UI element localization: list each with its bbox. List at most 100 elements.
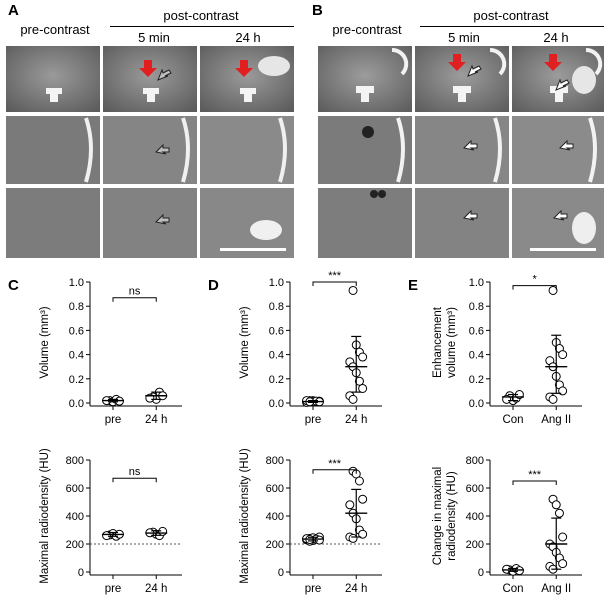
y-tick-label: 800 <box>466 455 484 467</box>
y-axis-label: Maximal radiodensity (HU) <box>239 448 251 584</box>
significance-label: ns <box>129 286 141 298</box>
data-point <box>551 500 561 510</box>
vertebra-shape <box>46 88 62 102</box>
rib-shape <box>489 47 507 76</box>
ct-b-r2-pre <box>318 116 412 184</box>
panel-label-a: A <box>8 2 19 19</box>
ct-b-r1-5min <box>415 46 509 112</box>
significance-bracket <box>112 297 157 302</box>
significance-label: *** <box>528 469 542 481</box>
y-tick-label: 0.6 <box>469 325 484 337</box>
panel-label-e: E <box>408 277 419 294</box>
rib-shape <box>588 117 597 183</box>
panel-b-5min-header: 5 min <box>448 30 480 45</box>
y-tick-label: 200 <box>66 539 84 551</box>
y-tick-label: 200 <box>466 539 484 551</box>
ct-a-r3-pre <box>6 188 100 258</box>
rib-shape <box>181 117 190 183</box>
ct-a-r1-pre <box>6 46 100 112</box>
y-tick-label: 400 <box>266 511 284 523</box>
panel-b-ct-grid <box>318 46 604 258</box>
y-tick-label: 0.8 <box>269 301 284 313</box>
data-point <box>358 529 368 539</box>
x-tick-label: Con <box>502 414 523 426</box>
vertebra-shape <box>453 86 471 102</box>
ct-a-r3-24h <box>200 188 294 258</box>
x-tick-label: pre <box>105 414 122 426</box>
vertebra-shape <box>240 88 256 102</box>
x-tick-label: pre <box>305 583 322 595</box>
significance-label: ns <box>129 466 141 478</box>
ct-a-r3-5min <box>103 188 197 258</box>
data-point <box>358 352 368 362</box>
air-pocket <box>378 190 386 198</box>
y-tick-label: 0.2 <box>69 374 84 386</box>
significance-label: * <box>532 274 537 286</box>
significance-bracket <box>112 477 157 483</box>
gray-arrow-icon <box>157 68 172 81</box>
panel-a-ct-grid <box>6 46 294 258</box>
y-axis-label: Maximal radiodensity (HU) <box>39 448 51 584</box>
y-tick-label: 800 <box>66 455 84 467</box>
significance-bracket <box>312 281 357 286</box>
x-tick-label: pre <box>105 583 122 595</box>
ct-b-r1-pre <box>318 46 412 112</box>
data-point <box>558 532 568 542</box>
ct-b-r3-pre <box>318 188 412 258</box>
data-point <box>348 285 358 295</box>
rib-shape <box>391 47 409 76</box>
gray-arrow-icon <box>154 143 170 155</box>
ct-b-r2-24h <box>512 116 604 184</box>
y-tick-label: 600 <box>266 483 284 495</box>
enhanced-organ <box>572 66 596 94</box>
y-tick-label: 0.8 <box>469 301 484 313</box>
panel-a-header-rule <box>110 26 294 27</box>
scale-bar <box>220 248 286 251</box>
white-arrow-icon <box>555 78 570 91</box>
vertebra-shape <box>143 88 159 102</box>
x-tick-label: 24 h <box>145 583 167 595</box>
panel-b-pre-contrast-header: pre-contrast <box>332 22 402 37</box>
red-arrow-icon <box>448 54 466 71</box>
significance-label: *** <box>328 270 342 282</box>
panel-a-pre-contrast-header: pre-contrast <box>20 22 90 37</box>
vertebra-shape <box>356 86 374 102</box>
y-tick-label: 0.4 <box>469 350 484 362</box>
bone-shape <box>572 212 596 244</box>
y-tick-label: 0.0 <box>69 398 84 410</box>
y-tick-label: 400 <box>466 511 484 523</box>
panel-b-post-contrast-header: post-contrast <box>473 8 549 23</box>
charts-area: 0.0 0.2 0.4 0.6 0.8 1.0 Volume (mm³) pre 24 h ns 0… <box>39 270 582 595</box>
ct-b-r3-5min <box>415 188 509 258</box>
data-point <box>548 285 558 295</box>
y-tick-label: 0 <box>478 567 484 579</box>
ct-a-r2-pre <box>6 116 100 184</box>
data-point <box>554 508 564 518</box>
data-point <box>354 376 364 386</box>
rib-shape <box>396 117 405 183</box>
ct-a-r1-24h <box>200 46 294 112</box>
y-tick-label: 1.0 <box>269 277 284 289</box>
white-arrow-icon <box>558 139 574 151</box>
x-tick-label: Con <box>502 583 523 595</box>
data-point <box>102 531 112 541</box>
y-tick-label: 200 <box>266 539 284 551</box>
panel-label-b: B <box>312 2 323 19</box>
gray-arrow-icon <box>154 213 170 225</box>
red-arrow-icon <box>139 60 157 77</box>
data-point <box>358 494 368 504</box>
significance-bracket <box>312 469 357 474</box>
x-tick-label: Ang II <box>541 583 571 595</box>
y-tick-label: 800 <box>266 455 284 467</box>
y-axis-label: Volume (mm³) <box>239 306 251 378</box>
enhanced-organ <box>258 56 290 76</box>
white-arrow-icon <box>462 139 478 151</box>
panel-b-header-rule <box>420 26 604 27</box>
panel-label-c: C <box>8 277 19 294</box>
y-axis-label: Change in maximal radiodensity (HU) <box>432 467 458 565</box>
ct-b-r2-5min <box>415 116 509 184</box>
y-tick-label: 0.8 <box>69 301 84 313</box>
significance-bracket <box>512 480 557 485</box>
data-point <box>314 535 324 545</box>
y-axis-label: Volume (mm³) <box>39 306 51 378</box>
